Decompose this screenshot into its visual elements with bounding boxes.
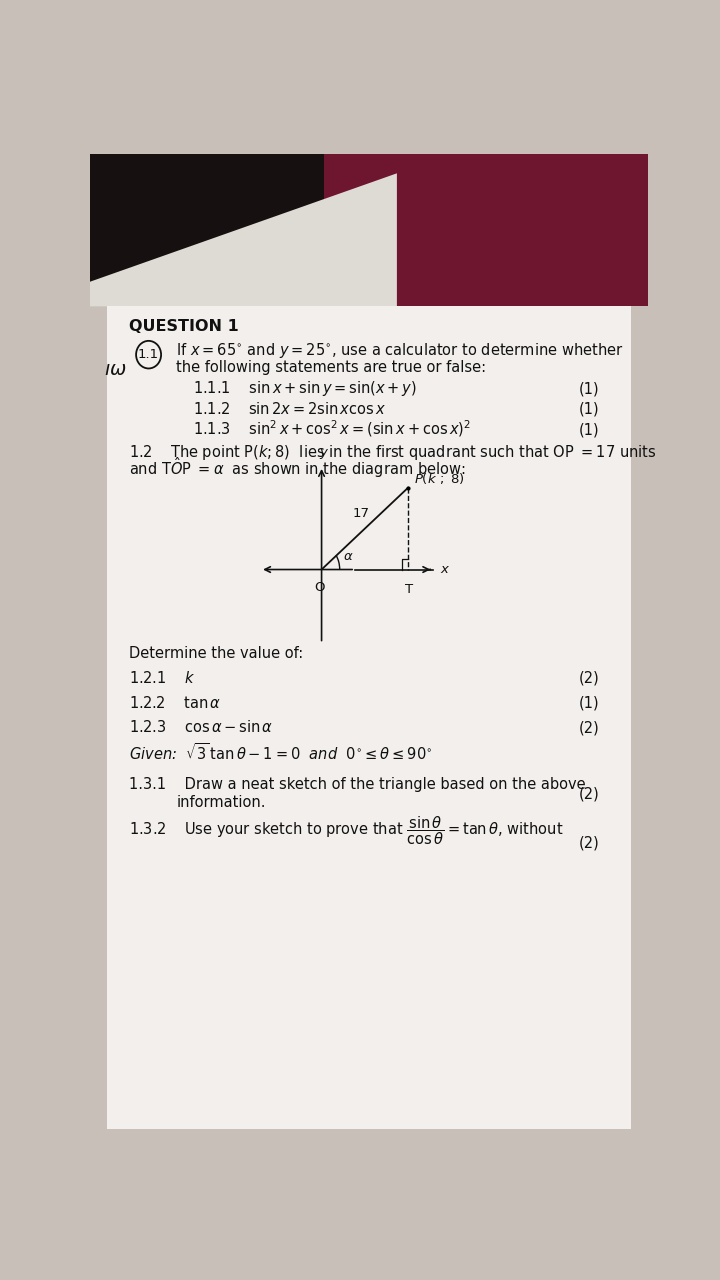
Text: (1): (1): [578, 402, 599, 417]
Text: 1.3.1    Draw a neat sketch of the triangle based on the above: 1.3.1 Draw a neat sketch of the triangle…: [129, 777, 585, 792]
FancyBboxPatch shape: [324, 154, 648, 306]
Text: 1.1.2    $\sin 2x = 2\sin x\cos x$: 1.1.2 $\sin 2x = 2\sin x\cos x$: [193, 401, 387, 417]
Text: (2): (2): [578, 721, 599, 735]
Text: 1.1.3    $\sin^2 x + \cos^2 x = (\sin x + \cos x)^2$: 1.1.3 $\sin^2 x + \cos^2 x = (\sin x + \…: [193, 419, 472, 439]
Text: 17: 17: [353, 507, 369, 520]
Text: $P(k\ ;\ 8)$: $P(k\ ;\ 8)$: [413, 471, 464, 486]
Text: (2): (2): [578, 671, 599, 686]
Text: (1): (1): [578, 422, 599, 438]
Text: QUESTION 1: QUESTION 1: [129, 319, 239, 334]
Text: 1.2.3    $\cos\alpha - \sin\alpha$: 1.2.3 $\cos\alpha - \sin\alpha$: [129, 719, 274, 735]
Text: 1.1.1    $\sin x + \sin y = \sin(x + y)$: 1.1.1 $\sin x + \sin y = \sin(x + y)$: [193, 379, 417, 398]
Text: (1): (1): [578, 695, 599, 710]
Text: $x$: $x$: [440, 563, 450, 576]
Text: If $x = 65^{\circ}$ and $y = 25^{\circ}$, use a calculator to determine whether: If $x = 65^{\circ}$ and $y = 25^{\circ}$…: [176, 340, 624, 360]
Text: information.: information.: [176, 795, 266, 810]
Text: the following statements are true or false:: the following statements are true or fal…: [176, 361, 487, 375]
FancyBboxPatch shape: [90, 154, 369, 306]
Text: Determine the value of:: Determine the value of:: [129, 646, 303, 662]
Text: 1.3.2    Use your sketch to prove that $\dfrac{\sin\theta}{\cos\theta} = \tan\th: 1.3.2 Use your sketch to prove that $\df…: [129, 815, 564, 847]
Text: $\alpha$: $\alpha$: [343, 549, 354, 563]
Text: 1.1: 1.1: [138, 348, 159, 361]
FancyBboxPatch shape: [107, 306, 631, 1129]
Polygon shape: [90, 173, 397, 306]
Text: Given:  $\sqrt{3}\,\tan\theta - 1 = 0$  and  $0^{\circ} \leq \theta \leq 90^{\ci: Given: $\sqrt{3}\,\tan\theta - 1 = 0$ an…: [129, 742, 433, 763]
Text: O: O: [315, 581, 325, 594]
Text: $y$: $y$: [319, 447, 330, 461]
Text: 1.2    The point P$(k;8)$  lies in the first quadrant such that OP $= 17$ units: 1.2 The point P$(k;8)$ lies in the first…: [129, 443, 657, 462]
Text: 1.2.1    $k$: 1.2.1 $k$: [129, 669, 195, 686]
Text: (1): (1): [578, 381, 599, 396]
Text: (2): (2): [578, 786, 599, 801]
Text: (2): (2): [578, 836, 599, 850]
Text: and T$\hat{O}$P $= \alpha$  as shown in the diagram below:: and T$\hat{O}$P $= \alpha$ as shown in t…: [129, 456, 466, 480]
Text: 1.2.2    $\tan \alpha$: 1.2.2 $\tan \alpha$: [129, 695, 221, 710]
Text: $\imath\omega$: $\imath\omega$: [104, 361, 127, 379]
Text: T: T: [405, 584, 413, 596]
